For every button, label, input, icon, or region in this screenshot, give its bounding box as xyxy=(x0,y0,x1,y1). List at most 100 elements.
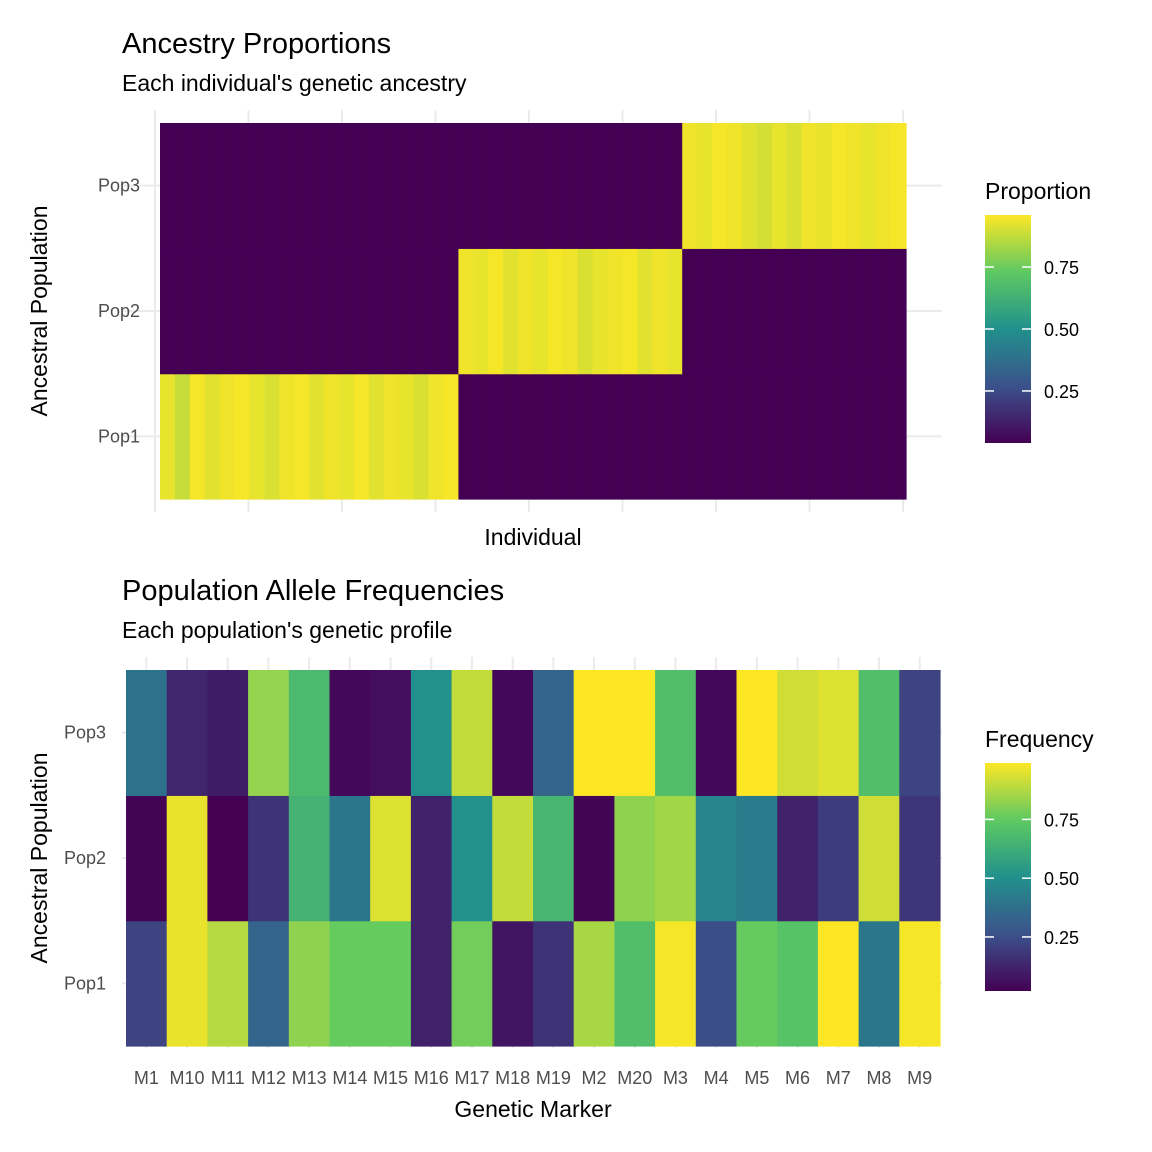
heatmap-cell xyxy=(219,373,236,500)
heatmap-cell xyxy=(786,373,803,500)
heatmap-cell xyxy=(652,373,668,500)
heatmap-cell xyxy=(126,920,168,1047)
legend: Proportion 0.25 0.50 0.75 xyxy=(985,178,1091,443)
legend-tick-label: 0.50 xyxy=(1044,869,1079,889)
heatmap-cell xyxy=(592,248,609,375)
heatmap-cell xyxy=(503,123,519,249)
heatmap-cell xyxy=(248,795,290,922)
heatmap-cell xyxy=(697,373,713,500)
heatmap-cell xyxy=(413,123,430,249)
heatmap-cell xyxy=(667,373,683,500)
heatmap-cells xyxy=(126,670,941,1047)
x-tick-label: M4 xyxy=(704,1068,729,1088)
heatmap-cell xyxy=(370,920,412,1047)
heatmap-cell xyxy=(876,248,892,375)
heatmap-cell xyxy=(816,123,832,249)
heatmap-cell xyxy=(562,123,579,249)
heatmap-cell xyxy=(607,248,624,375)
heatmap-cell xyxy=(492,795,534,922)
heatmap-cell xyxy=(777,920,819,1047)
heatmap-cell xyxy=(697,248,713,375)
y-tick-label: Pop1 xyxy=(64,973,106,993)
heatmap-cell xyxy=(547,373,564,500)
x-axis-ticks: M1 M10 M11 M12 M13 M14 M15 M16 M17 M18 M19 M2 M20 M3 M… xyxy=(134,1068,932,1088)
heatmap-cell xyxy=(655,670,697,796)
heatmap-cell xyxy=(249,123,266,249)
heatmap-cell xyxy=(682,373,698,500)
legend-title: Frequency xyxy=(985,726,1094,752)
heatmap-cell xyxy=(846,123,862,249)
heatmap-cells xyxy=(160,123,907,500)
heatmap-cell xyxy=(370,670,412,796)
heatmap-cell xyxy=(726,373,743,500)
heatmap-cell xyxy=(861,248,877,375)
heatmap-cell xyxy=(614,920,656,1047)
heatmap-cell xyxy=(622,373,639,500)
heatmap-cell xyxy=(655,795,697,922)
heatmap-cell xyxy=(288,670,331,796)
heatmap-cell xyxy=(294,123,310,249)
heatmap-cell xyxy=(756,373,773,500)
heatmap-cell xyxy=(771,373,788,500)
heatmap-cell xyxy=(353,123,370,249)
y-axis-title: Ancestral Population xyxy=(26,206,52,417)
heatmap-cell xyxy=(473,123,489,249)
x-tick-label: M7 xyxy=(826,1068,851,1088)
heatmap-cell xyxy=(264,248,280,375)
heatmap-cell xyxy=(726,123,743,249)
heatmap-cell xyxy=(309,373,325,500)
heatmap-cell xyxy=(368,373,385,500)
y-tick-label: Pop3 xyxy=(98,176,140,196)
x-tick-label: M1 xyxy=(134,1068,159,1088)
heatmap-cell xyxy=(458,123,474,249)
x-tick-label: M12 xyxy=(251,1068,286,1088)
heatmap-cell xyxy=(697,123,713,249)
heatmap-cell xyxy=(174,373,191,500)
heatmap-cell xyxy=(831,248,847,375)
heatmap-cell xyxy=(329,670,371,796)
heatmap-cell xyxy=(592,123,609,249)
heatmap-cell xyxy=(294,248,310,375)
heatmap-cell xyxy=(428,373,445,500)
heatmap-cell xyxy=(777,795,819,922)
legend-title: Proportion xyxy=(985,178,1091,204)
heatmap-cell xyxy=(309,248,325,375)
heatmap-cell xyxy=(771,123,788,249)
heatmap-cell xyxy=(398,373,415,500)
heatmap-cell xyxy=(410,795,453,922)
heatmap-cell xyxy=(288,920,331,1047)
heatmap-cell xyxy=(189,248,206,375)
heatmap-cell xyxy=(533,670,575,796)
heatmap-cell xyxy=(398,248,415,375)
heatmap-cell xyxy=(682,123,698,249)
heatmap-cell xyxy=(712,373,728,500)
heatmap-cell xyxy=(858,795,900,922)
heatmap-cell xyxy=(816,373,832,500)
heatmap-cell xyxy=(279,123,295,249)
heatmap-cell xyxy=(492,670,534,796)
heatmap-cell xyxy=(264,373,280,500)
x-tick-label: M2 xyxy=(582,1068,607,1088)
heatmap-cell xyxy=(264,123,280,249)
heatmap-cell xyxy=(443,123,459,249)
heatmap-cell xyxy=(786,248,803,375)
heatmap-cell xyxy=(383,248,400,375)
heatmap-cell xyxy=(126,795,168,922)
heatmap-cell xyxy=(248,670,290,796)
heatmap-cell xyxy=(817,920,860,1047)
heatmap-cell xyxy=(667,123,683,249)
heatmap-cell xyxy=(166,795,208,922)
heatmap-cell xyxy=(329,795,371,922)
y-axis-ticks: Pop1 Pop2 Pop3 xyxy=(98,176,140,447)
heatmap-cell xyxy=(518,373,534,500)
heatmap-cell xyxy=(234,373,251,500)
heatmap-cell xyxy=(443,248,459,375)
heatmap-cell xyxy=(279,373,295,500)
heatmap-cell xyxy=(160,373,176,500)
heatmap-cell xyxy=(458,373,474,500)
heatmap-cell xyxy=(876,373,892,500)
heatmap-cell xyxy=(655,920,697,1047)
x-tick-label: M3 xyxy=(663,1068,688,1088)
heatmap-cell xyxy=(518,123,534,249)
heatmap-cell xyxy=(861,123,877,249)
